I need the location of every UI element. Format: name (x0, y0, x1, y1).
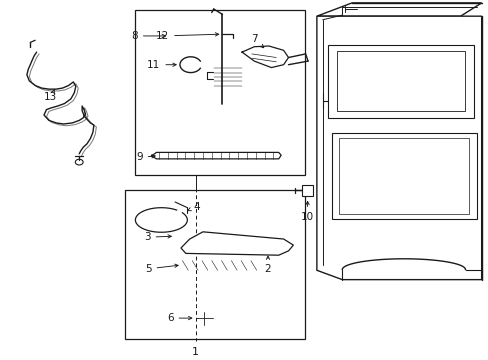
Text: 12: 12 (156, 31, 218, 41)
Polygon shape (316, 3, 481, 16)
Bar (302, 185, 312, 196)
Polygon shape (292, 242, 300, 252)
Polygon shape (181, 232, 293, 255)
Ellipse shape (175, 225, 187, 229)
Text: 10: 10 (301, 202, 313, 222)
Bar (331, 133, 476, 219)
Polygon shape (172, 260, 182, 267)
Bar (338, 138, 468, 214)
Bar (327, 45, 473, 118)
Text: 13: 13 (44, 89, 57, 102)
Text: 1: 1 (192, 347, 199, 357)
Bar (337, 51, 464, 112)
Text: 2: 2 (264, 256, 271, 274)
Text: 8: 8 (131, 31, 165, 41)
Text: 4: 4 (187, 202, 200, 212)
Text: 7: 7 (250, 34, 263, 48)
Bar (175, 227, 187, 245)
Text: 3: 3 (143, 232, 171, 242)
Bar (212, 65, 244, 88)
Bar (125, 190, 305, 339)
Text: 5: 5 (144, 264, 178, 274)
Polygon shape (182, 260, 271, 271)
Text: 6: 6 (166, 313, 191, 323)
Text: 11: 11 (147, 60, 176, 70)
Bar (180, 213, 193, 231)
Polygon shape (171, 243, 181, 248)
Bar (135, 10, 305, 175)
Text: 9: 9 (136, 152, 155, 162)
Ellipse shape (175, 243, 187, 247)
Polygon shape (316, 16, 481, 280)
